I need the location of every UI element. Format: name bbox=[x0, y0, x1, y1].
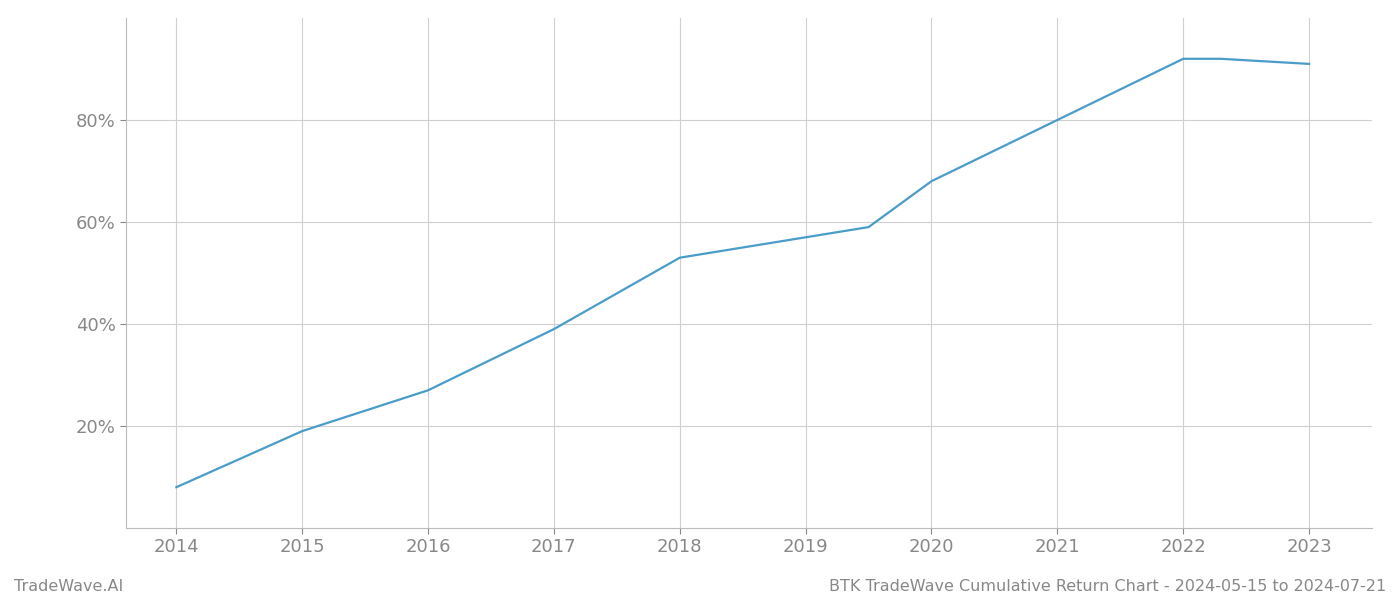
Text: BTK TradeWave Cumulative Return Chart - 2024-05-15 to 2024-07-21: BTK TradeWave Cumulative Return Chart - … bbox=[829, 579, 1386, 594]
Text: TradeWave.AI: TradeWave.AI bbox=[14, 579, 123, 594]
